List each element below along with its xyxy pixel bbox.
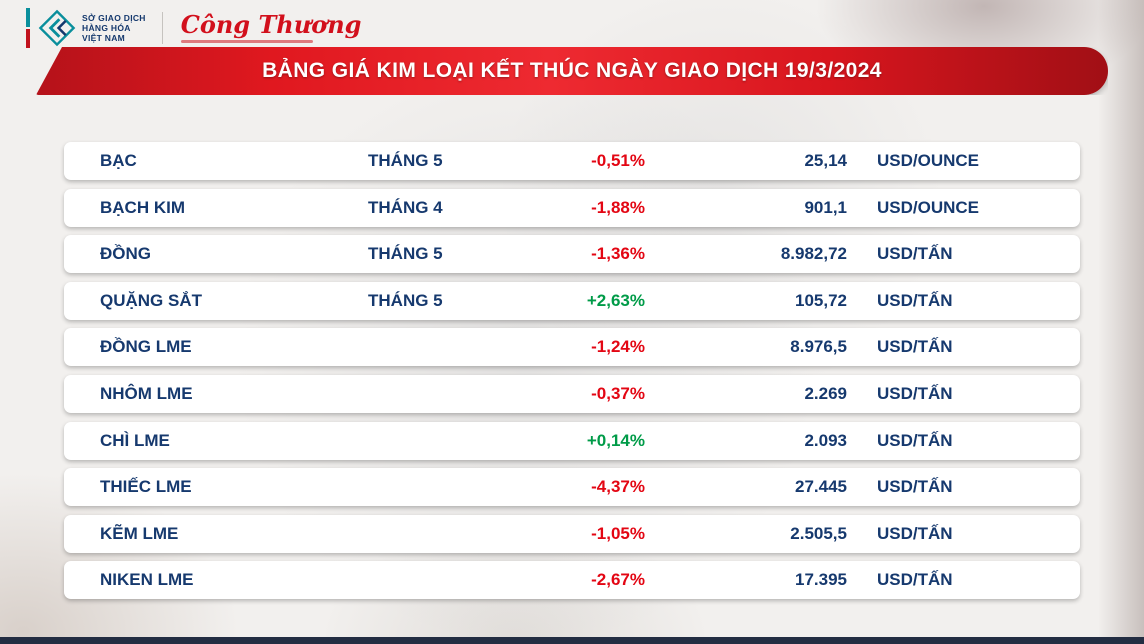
table-row: BẠCH KIM THÁNG 4 -1,88% 901,1 USD/OUNCE xyxy=(64,188,1080,227)
congthuong-wordmark: Công Thương xyxy=(180,10,362,39)
price-value: 901,1 xyxy=(804,197,847,217)
change-percent: +0,14% xyxy=(586,430,645,450)
commodity-name: KẼM LME xyxy=(100,523,179,543)
change-percent: -1,24% xyxy=(591,337,645,357)
price-unit: USD/OUNCE xyxy=(877,197,980,217)
contract-month: THÁNG 5 xyxy=(368,244,443,264)
table-row: CHÌ LME +0,14% 2.093 USD/TẤN xyxy=(64,421,1080,460)
price-value: 2.269 xyxy=(804,383,847,403)
price-unit: USD/TẤN xyxy=(877,244,953,264)
commodity-name: ĐỒNG LME xyxy=(100,337,192,357)
contract-month: THÁNG 4 xyxy=(368,197,443,217)
price-value: 27.445 xyxy=(795,477,847,497)
price-unit: USD/TẤN xyxy=(877,430,953,450)
commodity-name: NIKEN LME xyxy=(100,570,194,590)
contract-month: THÁNG 5 xyxy=(368,290,443,310)
price-unit: USD/TẤN xyxy=(877,570,953,590)
change-percent: -0,37% xyxy=(591,383,645,403)
commodity-name: ĐỒNG xyxy=(100,244,151,264)
table-row: KẼM LME -1,05% 2.505,5 USD/TẤN xyxy=(64,514,1080,553)
accent-bar-red xyxy=(26,29,30,48)
price-table: BẠC THÁNG 5 -0,51% 25,14 USD/OUNCE BẠCH … xyxy=(64,142,1080,608)
bottom-bar xyxy=(0,637,1144,644)
change-percent: -1,88% xyxy=(591,197,645,217)
congthuong-logo: Công Thương xyxy=(180,10,362,43)
mxv-logo-line1: SỞ GIAO DỊCH xyxy=(82,12,146,23)
mxv-logo: SỞ GIAO DỊCH HÀNG HÓA VIỆT NAM xyxy=(38,9,146,47)
table-row: NHÔM LME -0,37% 2.269 USD/TẤN xyxy=(64,374,1080,413)
mxv-diamond-icon xyxy=(38,9,76,47)
change-percent: -1,36% xyxy=(591,244,645,264)
change-percent: -1,05% xyxy=(591,523,645,543)
mxv-logo-text: SỞ GIAO DỊCH HÀNG HÓA VIỆT NAM xyxy=(82,13,146,44)
commodity-name: NHÔM LME xyxy=(100,383,193,403)
congthuong-tagline xyxy=(180,40,313,43)
price-value: 2.093 xyxy=(804,430,847,450)
title-banner: BẢNG GIÁ KIM LOẠI KẾT THÚC NGÀY GIAO DỊC… xyxy=(36,47,1108,95)
table-row: NIKEN LME -2,67% 17.395 USD/TẤN xyxy=(64,561,1080,600)
logo-divider xyxy=(161,12,163,44)
table-row: ĐỒNG THÁNG 5 -1,36% 8.982,72 USD/TẤN xyxy=(64,235,1080,274)
change-percent: -2,67% xyxy=(591,570,645,590)
commodity-name: BẠC xyxy=(100,151,137,170)
change-percent: -4,37% xyxy=(591,477,645,497)
price-value: 17.395 xyxy=(795,570,847,590)
price-value: 25,14 xyxy=(804,151,847,170)
mxv-logo-line2: HÀNG HÓA xyxy=(82,22,131,33)
change-percent: -0,51% xyxy=(591,151,645,170)
price-unit: USD/TẤN xyxy=(877,337,953,357)
price-unit: USD/TẤN xyxy=(877,290,953,310)
price-unit: USD/TẤN xyxy=(877,383,953,403)
brand-bar: SỞ GIAO DỊCH HÀNG HÓA VIỆT NAM Công Thươ… xyxy=(26,7,361,49)
price-value: 105,72 xyxy=(795,290,847,310)
accent-bars xyxy=(26,8,30,48)
price-value: 2.505,5 xyxy=(790,523,847,543)
commodity-name: CHÌ LME xyxy=(100,430,170,450)
commodity-name: THIẾC LME xyxy=(100,477,192,497)
table-row: BẠC THÁNG 5 -0,51% 25,14 USD/OUNCE xyxy=(64,142,1080,180)
price-value: 8.982,72 xyxy=(780,244,847,264)
price-unit: USD/OUNCE xyxy=(877,151,980,170)
contract-month: THÁNG 5 xyxy=(368,151,443,170)
price-unit: USD/TẤN xyxy=(877,523,953,543)
commodity-name: QUẶNG SẮT xyxy=(100,290,202,310)
change-percent: +2,63% xyxy=(586,290,645,310)
table-row: ĐỒNG LME -1,24% 8.976,5 USD/TẤN xyxy=(64,328,1080,367)
price-unit: USD/TẤN xyxy=(877,477,953,497)
table-row: QUẶNG SẮT THÁNG 5 +2,63% 105,72 USD/TẤN xyxy=(64,281,1080,320)
mxv-logo-line3: VIỆT NAM xyxy=(82,33,126,44)
commodity-name: BẠCH KIM xyxy=(100,197,185,217)
page-title: BẢNG GIÁ KIM LOẠI KẾT THÚC NGÀY GIAO DỊC… xyxy=(262,59,882,82)
accent-bar-teal xyxy=(26,8,30,27)
price-value: 8.976,5 xyxy=(790,337,847,357)
table-row: THIẾC LME -4,37% 27.445 USD/TẤN xyxy=(64,468,1080,507)
